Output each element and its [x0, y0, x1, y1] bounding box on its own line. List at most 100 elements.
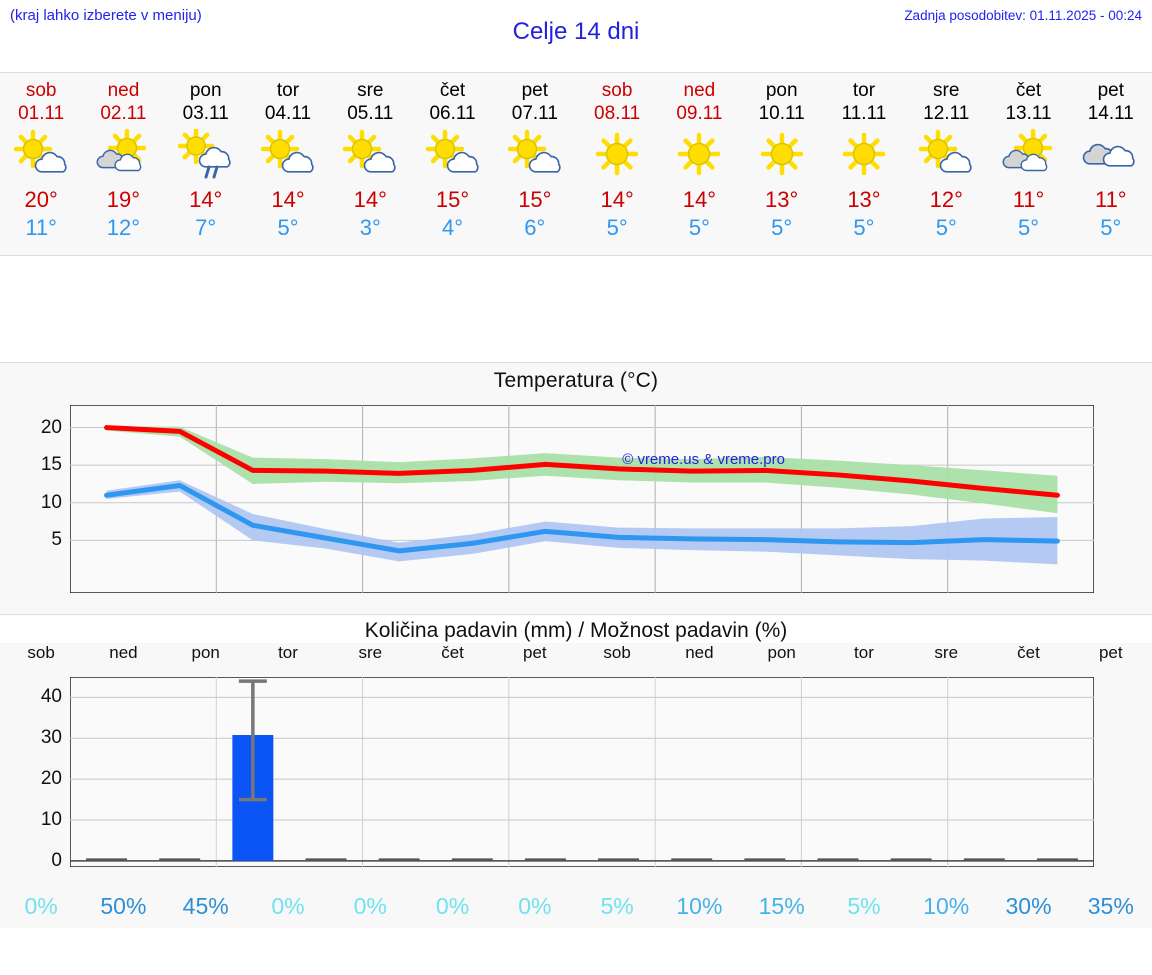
- precipitation-probability: 5%: [600, 892, 634, 919]
- day-column[interactable]: sob 08.11 14° 5°: [576, 73, 658, 255]
- precipitation-probability: 45%: [182, 892, 229, 919]
- precipitation-probability: 50%: [100, 892, 147, 919]
- precipitation-chart-body: 0 10 20 30 40: [0, 669, 1152, 884]
- day-temp-max: 14°: [600, 187, 634, 212]
- temperature-y-tick: 15: [40, 454, 62, 476]
- day-column[interactable]: tor 04.11 14° 5°: [247, 73, 329, 255]
- precipitation-chart-title: Količina padavin (mm) / Možnost padavin …: [364, 619, 788, 642]
- precipitation-y-tick: 0: [51, 849, 62, 871]
- precipitation-y-tick: 20: [40, 768, 62, 790]
- day-temp-min: 5°: [1017, 215, 1040, 240]
- precipitation-probability: 0%: [518, 892, 552, 919]
- precipitation-probability: 35%: [1087, 892, 1134, 919]
- last-updated: Zadnja posodobitev: 01.11.2025 - 00:24: [904, 8, 1142, 23]
- day-column[interactable]: pon 10.11 13° 5°: [741, 73, 823, 255]
- day-column[interactable]: pet 14.11 11° 5°: [1070, 73, 1152, 255]
- temperature-y-axis-labels: 5 10 15 20: [0, 405, 66, 593]
- sun-cloud-icon: [256, 128, 320, 180]
- day-column[interactable]: pon 03.11 14° 7°: [165, 73, 247, 255]
- precipitation-day-labels: sob ned pon tor sre čet pet sob ned pon tor sre čet p…: [0, 643, 1152, 669]
- day-date: 06.11: [429, 103, 476, 124]
- day-column[interactable]: sre 05.11 14° 3°: [329, 73, 411, 255]
- cloud-sun-icon: [997, 128, 1061, 180]
- precipitation-probability: 10%: [676, 892, 723, 919]
- day-temp-min: 5°: [935, 215, 957, 240]
- precipitation-day-label: tor: [854, 643, 874, 662]
- precip-bar: [598, 858, 640, 861]
- day-column[interactable]: čet 13.11 11° 5°: [987, 73, 1069, 255]
- precipitation-day-label: sre: [934, 643, 959, 662]
- day-temp-max: 20°: [24, 187, 58, 212]
- day-column[interactable]: tor 11.11 13° 5°: [823, 73, 905, 255]
- precipitation-probability: 5%: [847, 892, 881, 919]
- precipitation-day-label: čet: [1017, 643, 1040, 662]
- day-of-week: čet: [1015, 80, 1042, 101]
- day-temp-max: 14°: [189, 187, 223, 212]
- day-date: 03.11: [182, 103, 229, 124]
- sun-icon: [832, 128, 896, 180]
- sun-icon: [667, 128, 731, 180]
- day-temp-min: 4°: [442, 215, 464, 240]
- day-of-week: tor: [276, 80, 300, 101]
- precipitation-y-tick: 10: [40, 809, 62, 830]
- day-of-week: tor: [852, 80, 876, 101]
- day-date: 04.11: [264, 103, 312, 124]
- day-column[interactable]: sre 12.11 12° 5°: [905, 73, 987, 255]
- precip-bar: [86, 858, 128, 861]
- day-date: 07.11: [511, 103, 558, 124]
- precipitation-probability: 10%: [923, 892, 970, 919]
- precip-bar: [305, 858, 347, 861]
- temperature-chart-title: Temperatura (°C): [493, 369, 659, 392]
- precipitation-probability: 0%: [435, 892, 470, 919]
- day-date: 02.11: [100, 103, 147, 124]
- day-temp-max: 12°: [929, 187, 963, 212]
- day-column[interactable]: sob 01.11 20° 11°: [0, 73, 82, 255]
- day-temp-max: 13°: [847, 187, 881, 212]
- menu-hint[interactable]: (kraj lahko izberete v meniju): [10, 7, 202, 24]
- page-title: Celje 14 dni: [512, 18, 640, 45]
- sun-cloud-rain-icon: [174, 128, 238, 180]
- day-temp-max: 15°: [518, 187, 552, 212]
- cloud-icon: [1079, 128, 1143, 180]
- day-column[interactable]: pet 07.11 15° 6°: [494, 73, 576, 255]
- precip-bar: [159, 858, 201, 861]
- sun-cloud-icon: [9, 128, 73, 180]
- sun-cloud-icon: [914, 128, 978, 180]
- spacer: [0, 256, 1152, 362]
- day-temp-min: 5°: [277, 215, 299, 240]
- day-date: 05.11: [347, 103, 394, 124]
- sun-cloud-icon: [338, 128, 402, 180]
- precip-bar: [890, 858, 932, 861]
- day-temp-min: 7°: [195, 215, 217, 240]
- precipitation-chart-plot: [70, 677, 1094, 867]
- precipitation-y-axis-labels: 0 10 20 30 40: [0, 677, 66, 870]
- day-of-week: pet: [521, 80, 549, 101]
- precip-bar: [817, 858, 859, 861]
- precip-bar: [671, 858, 713, 861]
- precipitation-probability: 0%: [353, 892, 387, 919]
- day-date: 13.11: [1005, 103, 1052, 124]
- day-column[interactable]: ned 02.11 19° 12°: [82, 73, 164, 255]
- sun-icon: [585, 128, 649, 180]
- day-of-week: sob: [25, 80, 57, 101]
- day-date: 08.11: [594, 103, 641, 124]
- precip-bar: [451, 858, 493, 861]
- day-temp-max: 13°: [765, 187, 799, 212]
- day-temp-max: 14°: [682, 187, 717, 212]
- day-column[interactable]: čet 06.11 15° 4°: [411, 73, 493, 255]
- day-temp-min: 5°: [771, 215, 793, 240]
- day-date: 10.11: [758, 103, 805, 124]
- day-temp-min: 5°: [853, 215, 875, 240]
- day-temp-min: 11°: [25, 215, 57, 240]
- day-temp-max: 11°: [1012, 187, 1045, 212]
- day-of-week: sre: [933, 80, 960, 101]
- day-column[interactable]: ned 09.11 14° 5°: [658, 73, 740, 255]
- precipitation-probability: 15%: [758, 892, 805, 919]
- precip-bar: [1036, 858, 1078, 861]
- precipitation-y-tick: 30: [40, 727, 62, 749]
- day-date: 12.11: [923, 103, 970, 124]
- precipitation-day-label: pet: [523, 643, 547, 662]
- day-date: 11.11: [841, 103, 887, 124]
- day-temp-min: 12°: [106, 215, 141, 240]
- precipitation-day-label: sob: [603, 643, 631, 662]
